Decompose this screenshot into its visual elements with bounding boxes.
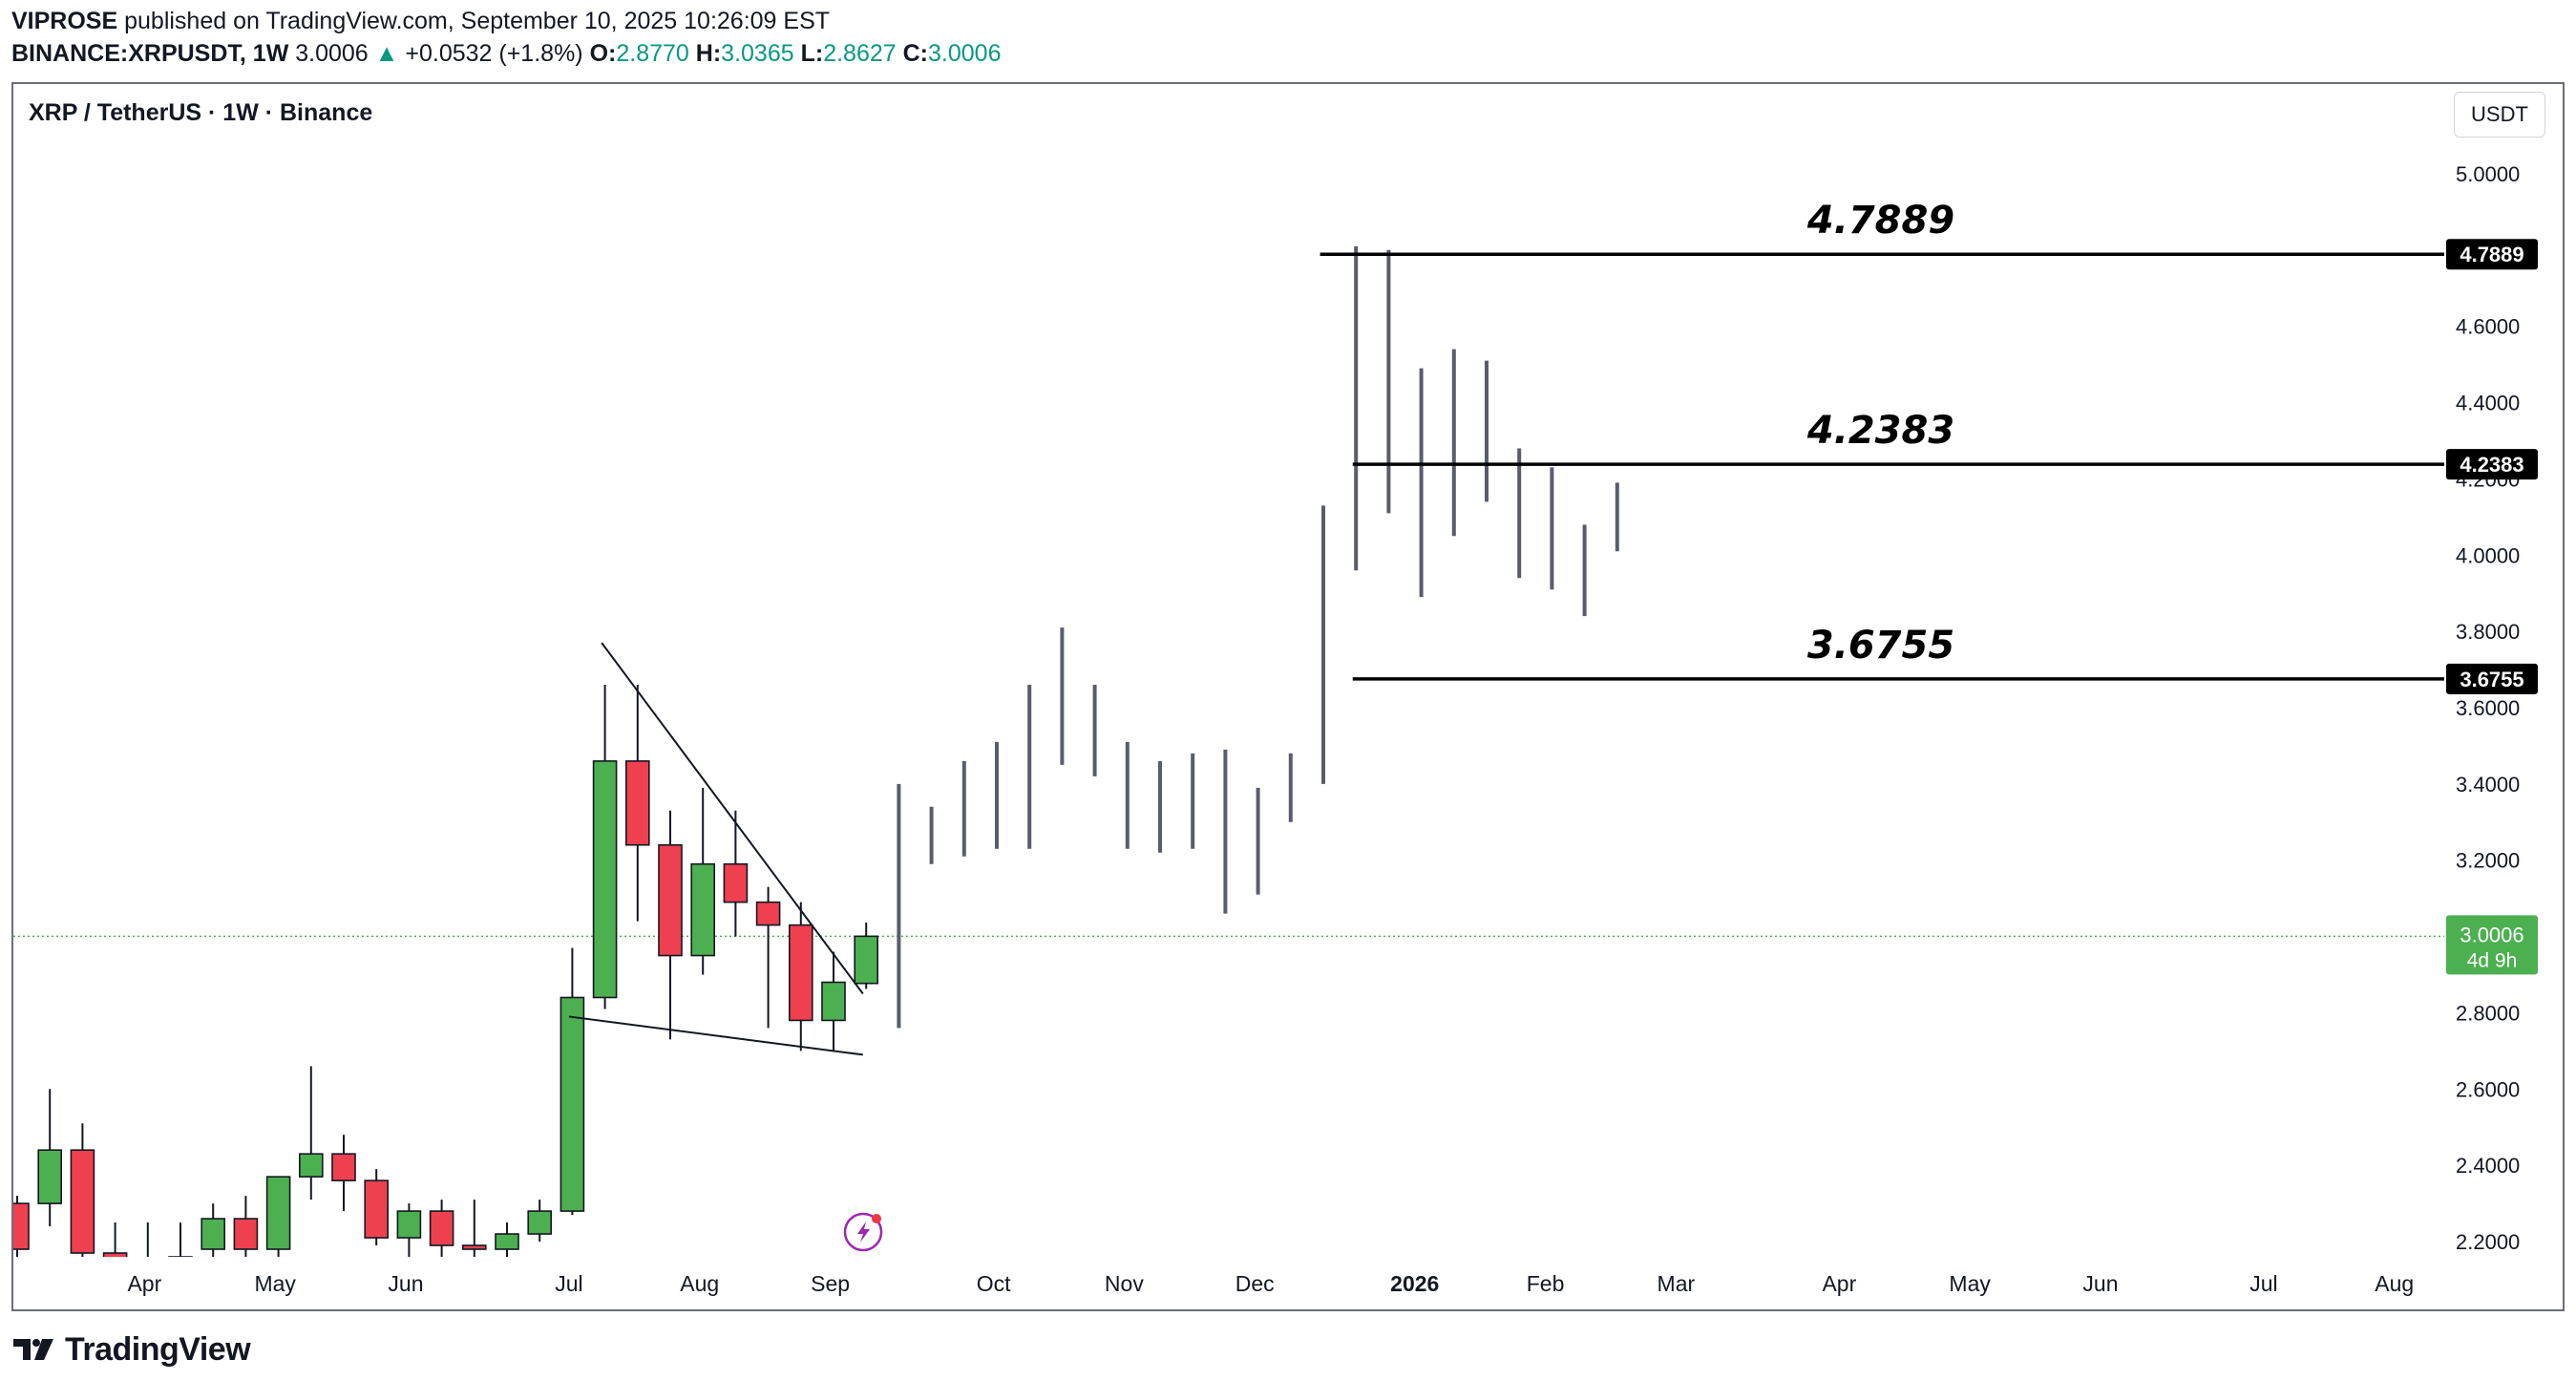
candle-body [592, 760, 618, 999]
time-tick-label: Mar [1658, 1271, 1696, 1296]
time-tick-label: Sep [811, 1271, 850, 1296]
candle-body [102, 1252, 128, 1257]
currency-button[interactable]: USDT [2454, 92, 2545, 138]
price-tick-label: 2.6000 [2456, 1077, 2520, 1101]
price-tick-label: 3.2000 [2456, 849, 2520, 873]
publish-info: VIPROSE published on TradingView.com, Se… [11, 8, 830, 35]
level-price-tag[interactable] [2446, 663, 2538, 694]
price-tick-label: 4.4000 [2456, 392, 2520, 415]
candle-body [658, 843, 683, 957]
time-tick-label: Jun [2082, 1271, 2118, 1296]
price-tick-label: 4.6000 [2456, 315, 2520, 339]
candle-body [70, 1149, 95, 1254]
candle-body [201, 1218, 225, 1250]
current-price-tag[interactable] [2446, 915, 2538, 975]
candle-body [37, 1149, 63, 1204]
candle-body [690, 862, 716, 957]
price-tick-label: 2.8000 [2456, 1001, 2520, 1025]
price-tick-label: 4.0000 [2456, 543, 2520, 567]
level-price-tag[interactable] [2446, 239, 2538, 270]
symbol-name: BINANCE:XRPUSDT, 1W [11, 40, 289, 67]
candle-body [265, 1176, 291, 1250]
open-label: O: [589, 40, 617, 67]
trendlines-group [568, 642, 864, 1056]
price-tick-label: 3.8000 [2456, 620, 2520, 644]
candle-body [854, 935, 879, 985]
candle-body [364, 1179, 390, 1239]
time-tick-label: Feb [1527, 1271, 1565, 1296]
time-tick-label: Aug [2375, 1271, 2414, 1296]
price-tick-label: 3.4000 [2456, 773, 2520, 797]
time-tick-label: Nov [1105, 1271, 1144, 1296]
high-label: H: [695, 40, 722, 67]
price-axis[interactable]: 2.20002.40002.60002.80003.00003.20003.40… [2446, 162, 2538, 1254]
candle-body [624, 760, 650, 846]
up-arrow-icon: ▲ [374, 40, 399, 67]
price-tick-label: 2.4000 [2456, 1154, 2520, 1178]
publish-text: published on TradingView.com, September … [117, 8, 831, 34]
price-tick-label: 2.2000 [2456, 1230, 2520, 1254]
candle-body [298, 1153, 324, 1178]
candle-body [331, 1153, 356, 1181]
tradingview-logo-icon [13, 1339, 53, 1360]
author-name: VIPROSE [11, 8, 118, 34]
projection-group [897, 245, 1619, 1029]
candle-body [461, 1244, 487, 1250]
price-tick-label: 5.0000 [2456, 162, 2520, 186]
candle-body [429, 1210, 454, 1246]
time-tick-label: Aug [680, 1271, 719, 1296]
candle-body [495, 1233, 519, 1250]
chart-frame [11, 82, 2565, 1311]
level-text: 4.2383 [1806, 409, 1954, 453]
time-tick-label: Jul [555, 1271, 582, 1296]
candle-body [821, 981, 846, 1022]
candle-body [755, 901, 781, 926]
chart-title: XRP / TetherUS · 1W · Binance [29, 99, 373, 126]
level-price-tag-label: 4.2383 [2460, 453, 2523, 477]
low-label: L: [800, 40, 824, 67]
time-tick-label: May [1949, 1271, 1991, 1296]
candle-body [788, 924, 813, 1022]
close-value: 3.0006 [928, 40, 1002, 67]
candle-body [13, 1202, 30, 1250]
time-tick-label: Dec [1235, 1271, 1275, 1296]
last-price: 3.0006 [295, 40, 369, 67]
trendline [568, 1015, 863, 1056]
tradingview-brand: TradingView [65, 1330, 251, 1368]
candles-group [13, 685, 879, 1257]
price-change: +0.0532 (+1.8%) [405, 40, 583, 67]
ohlc-legend: BINANCE:XRPUSDT, 1W 3.0006 ▲ +0.0532 (+1… [11, 40, 1001, 68]
time-tick-label: Jul [2249, 1271, 2277, 1296]
current-price-tag-label: 3.0006 [2460, 923, 2523, 946]
footer: TradingView [11, 1326, 251, 1373]
close-label: C: [902, 40, 929, 67]
time-tick-label: Apr [1822, 1271, 1856, 1296]
level-price-tag-label: 3.6755 [2460, 668, 2523, 691]
high-value: 3.0365 [721, 40, 794, 67]
candle-body [233, 1218, 259, 1250]
open-value: 2.8770 [616, 40, 689, 67]
level-price-tag[interactable] [2446, 449, 2538, 480]
countdown-label: 4d 9h [2467, 949, 2518, 971]
levels-group: 4.7889 4.2383 3.6755 [1320, 199, 2444, 681]
time-tick-label: Jun [388, 1271, 423, 1296]
level-price-tag-label: 4.7889 [2460, 243, 2523, 266]
trendline [601, 642, 864, 995]
candle-body [396, 1210, 422, 1239]
level-text: 3.6755 [1807, 624, 1954, 668]
time-axis[interactable]: Apr May Jun Jul Aug Sep Oct Nov Dec 2026 Feb Mar Apr… [127, 1271, 2414, 1296]
candle-body [168, 1256, 193, 1257]
candle-body [723, 862, 749, 903]
level-text: 4.7889 [1806, 199, 1954, 243]
candle-body [560, 996, 585, 1212]
time-tick-label: Oct [977, 1271, 1011, 1296]
time-tick-label: 2026 [1390, 1271, 1439, 1296]
low-value: 2.8627 [823, 40, 897, 67]
time-tick-label: May [254, 1271, 296, 1296]
time-tick-label: Apr [127, 1271, 161, 1296]
price-tick-label: 3.6000 [2456, 696, 2520, 720]
lightning-icon[interactable] [843, 1212, 883, 1252]
candle-body [527, 1210, 553, 1235]
